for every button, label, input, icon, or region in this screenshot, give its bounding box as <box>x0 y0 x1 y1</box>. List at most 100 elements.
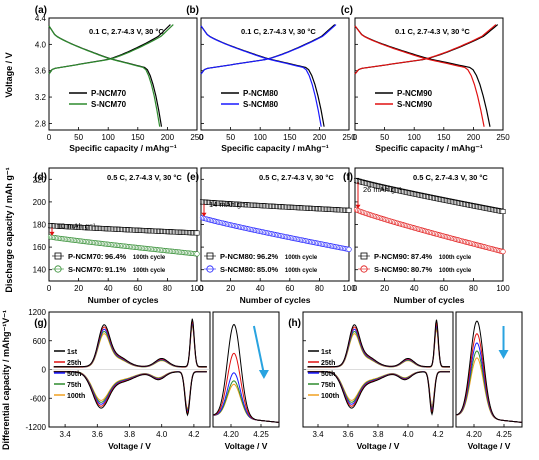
panel-a-xtick-label: 0 <box>47 133 52 142</box>
panel-e-xtick-label: 20 <box>226 284 235 293</box>
panel-h-legend-label: 100th <box>321 393 339 400</box>
panel-a-xlabel: Specific capacity / mAhg⁻¹ <box>69 143 177 153</box>
panel-e-condition: 0.5 C, 2.7-4.3 V, 30 °C <box>259 173 334 182</box>
panel-e-annotation: 14 mAh g⁻¹ <box>209 200 248 209</box>
panel-d-xtick-label: 40 <box>104 284 113 293</box>
panel-a-xtick-label: 150 <box>131 133 145 142</box>
panel-g-ytick-label: 1200 <box>28 308 46 317</box>
panel-g-ytick-label: -600 <box>30 394 47 403</box>
panel-e-xlabel: Number of cycles <box>240 295 311 305</box>
panel-b-xtick-label: 50 <box>226 133 235 142</box>
panel-b-xtick-label: 100 <box>254 133 268 142</box>
panel-a-legend-label: P-NCM70 <box>91 89 127 98</box>
panel-e-xtick-label: 80 <box>315 284 324 293</box>
panel-c-xtick-label: 150 <box>437 133 451 142</box>
panel-e-xtick-label: 0 <box>199 284 204 293</box>
panel-h-legend-label: 1st <box>321 349 332 356</box>
panel-d-gap-arrow <box>49 231 55 236</box>
ylabel-voltage: Voltage / V <box>4 52 14 97</box>
panel-g-legend-label: 100th <box>67 393 85 400</box>
panel-h-inset-series-1 <box>455 333 522 423</box>
panel-h-series-0-discharge <box>307 371 450 416</box>
panel-f-legend-retention: 80.7% <box>411 265 433 274</box>
panel-g-legend-label: 50th <box>67 371 81 378</box>
panel-g-panel-label: (g) <box>34 318 47 329</box>
panel-c-legend-label: P-NCM90 <box>397 89 433 98</box>
panel-b-legend-label: P-NCM80 <box>243 89 279 98</box>
panel-e-legend-cycle: 100th cycle <box>285 268 318 274</box>
panel-b-xtick-label: 250 <box>342 133 356 142</box>
panel-d-xlabel: Number of cycles <box>88 295 159 305</box>
panel-d-ytick-label: 160 <box>33 243 47 252</box>
panel-a-ytick-label: 3.6 <box>35 67 47 76</box>
panel-c-xtick-label: 50 <box>380 133 389 142</box>
panel-d-ytick-label: 200 <box>33 198 47 207</box>
panel-g-xtick-label: 3.4 <box>60 430 72 439</box>
panel-d-annotation: 10 mAh g⁻¹ <box>57 221 96 230</box>
panel-f-legend-name: P-NCM90: <box>374 252 409 261</box>
panel-d-legend-cycle: 100th cycle <box>133 255 166 261</box>
panel-e-xtick-label: 60 <box>285 284 294 293</box>
panel-d-xtick-label: 80 <box>163 284 172 293</box>
panel-f-legend-retention: 87.4% <box>411 252 433 261</box>
panel-f-legend-cycle: 100th cycle <box>439 268 472 274</box>
panel-f-annotation: 26 mAh g⁻¹ <box>363 185 402 194</box>
panel-h-xlabel: Voltage / V <box>357 441 400 451</box>
panel-f-xtick-label: 20 <box>380 284 389 293</box>
panel-c-xtick-label: 0 <box>353 133 358 142</box>
panel-g-inset-xtick-label: 4.20 <box>223 430 239 439</box>
panel-d-xtick-label: 100 <box>190 284 204 293</box>
panel-d-ytick-label: 180 <box>33 221 47 230</box>
panel-h-xtick-label: 3.6 <box>342 430 354 439</box>
panel-g-xtick-label: 3.8 <box>124 430 136 439</box>
panel-a-ytick-label: 4.0 <box>35 40 47 49</box>
panel-h-inset-xtick-label: 4.25 <box>496 430 512 439</box>
panel-g-inset-series-4 <box>213 383 279 423</box>
panel-d-legend-retention: 96.4% <box>105 252 127 261</box>
panel-c-legend-label: S-NCM90 <box>397 100 433 109</box>
panel-d-ytick-label: 140 <box>33 266 47 275</box>
panel-e-legend-cycle: 100th cycle <box>285 255 318 261</box>
panel-b-xtick-label: 0 <box>199 133 204 142</box>
panel-g-xtick-label: 4.2 <box>188 430 200 439</box>
panel-b-xtick-label: 200 <box>313 133 327 142</box>
panel-a-xtick-label: 100 <box>102 133 116 142</box>
panel-a-ytick-label: 3.2 <box>35 93 47 102</box>
panel-h-inset-frame <box>455 311 523 428</box>
panel-b-panel-label: (b) <box>186 5 199 16</box>
panel-a-panel-label: (a) <box>35 5 47 16</box>
panel-g-ytick-label: 0 <box>42 366 47 375</box>
panel-a-xtick-label: 50 <box>74 133 83 142</box>
panel-g-ytick-label: 600 <box>33 337 47 346</box>
panel-g-series-0-charge <box>53 318 207 368</box>
panel-f-gap-arrow <box>355 204 361 209</box>
panel-f-series-0-point <box>500 209 506 215</box>
panel-f-xtick-label: 40 <box>410 284 419 293</box>
panel-f-condition: 0.5 C, 2.7-4.3 V, 30 °C <box>413 173 488 182</box>
panel-c-xlabel: Specific capacity / mAhg⁻¹ <box>375 143 483 153</box>
panel-h-xtick-label: 3.4 <box>312 430 324 439</box>
panel-e-legend-name: S-NCM80: <box>220 265 255 274</box>
panel-g-legend-label: 25th <box>67 360 81 367</box>
panel-e-panel-label: (e) <box>187 172 199 183</box>
panel-h-series-0-charge <box>307 319 450 368</box>
panel-g-xlabel: Voltage / V <box>108 441 151 451</box>
panel-f-xtick-label: 100 <box>496 284 510 293</box>
panel-g-xtick-label: 4.0 <box>156 430 168 439</box>
panel-f-xtick-label: 60 <box>439 284 448 293</box>
panel-e-gap-arrow <box>201 212 207 217</box>
panel-g-ytick-label: -1200 <box>26 423 47 432</box>
panel-f-panel-label: (f) <box>343 172 353 183</box>
panel-h-inset-series-4 <box>456 357 522 423</box>
panel-h-inset-xtick-label: 4.20 <box>466 430 482 439</box>
panel-g-legend-label: 75th <box>67 382 81 389</box>
panel-e-legend-retention: 85.0% <box>257 265 279 274</box>
panel-h-inset-series-2 <box>455 342 522 423</box>
panel-h-legend-label: 50th <box>321 371 335 378</box>
panel-f-legend-cycle: 100th cycle <box>439 255 472 261</box>
panel-f-series-1-point <box>500 249 506 255</box>
panel-f-legend-name: S-NCM90: <box>374 265 409 274</box>
ylabel-discharge: Discharge capacity / mAh g⁻¹ <box>4 167 14 292</box>
panel-d-xtick-label: 0 <box>47 284 52 293</box>
